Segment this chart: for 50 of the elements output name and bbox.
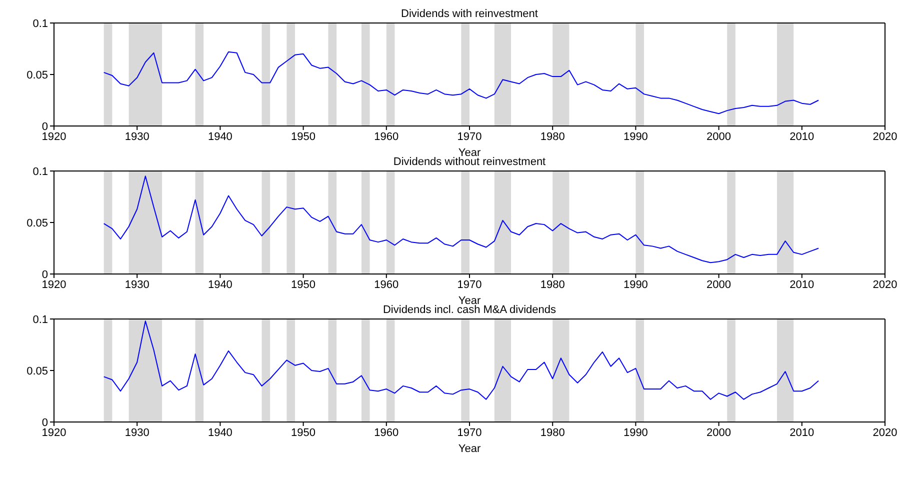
x-tick-label: 2010	[790, 130, 814, 143]
x-tick-label: 2010	[790, 278, 814, 291]
y-tick-label: 0	[42, 268, 48, 281]
x-tick-label: 1950	[291, 278, 316, 291]
x-tick-label: 1960	[374, 130, 399, 143]
x-tick-label: 1980	[540, 130, 565, 143]
x-tick-label: 1970	[457, 130, 482, 143]
x-tick-label: 1990	[623, 278, 648, 291]
y-tick-label: 0.1	[32, 314, 48, 326]
x-tick-label: 1920	[42, 426, 66, 439]
y-tick-label: 0.1	[32, 18, 48, 30]
x-tick-label: 1940	[208, 130, 232, 143]
x-tick-label: 1950	[291, 426, 316, 439]
chart-title: Dividends without reinvestment	[392, 156, 547, 169]
y-tick-label: 0	[42, 416, 48, 429]
x-tick-label: 1990	[623, 426, 648, 439]
x-tick-label: 1950	[291, 130, 316, 143]
line-series	[103, 320, 820, 400]
x-tick-label: 1930	[124, 130, 150, 143]
x-axis-title: Year	[458, 295, 481, 307]
x-tick-label: 2020	[872, 278, 898, 291]
x-tick-label: 1920	[42, 278, 66, 291]
x-tick-label: 1940	[208, 278, 232, 291]
y-tick-label: 0.05	[26, 365, 48, 378]
x-tick-label: 2020	[872, 130, 898, 143]
x-tick-label: 1970	[457, 426, 482, 439]
y-tick-label: 0.05	[26, 217, 48, 230]
x-tick-label: 1990	[623, 130, 648, 143]
x-tick-label: 1980	[540, 278, 565, 291]
x-tick-label: 1920	[42, 130, 66, 143]
x-tick-label: 2000	[706, 130, 732, 143]
x-tick-label: 1940	[208, 426, 232, 439]
x-tick-label: 1960	[374, 426, 399, 439]
x-tick-label: 1960	[374, 278, 399, 291]
x-tick-label: 2010	[790, 426, 814, 439]
y-tick-label: 0.1	[32, 166, 48, 178]
x-tick-label: 1930	[124, 278, 150, 291]
x-tick-label: 2000	[706, 426, 732, 439]
x-axis-title: Year	[458, 443, 481, 455]
y-tick-label: 0.05	[26, 69, 48, 82]
y-tick-label: 0	[42, 120, 48, 133]
line-series	[103, 51, 820, 114]
x-tick-label: 2000	[706, 278, 732, 291]
x-tick-label: 1930	[124, 426, 150, 439]
x-tick-label: 2020	[872, 426, 898, 439]
x-tick-label: 1970	[457, 278, 482, 291]
x-tick-label: 1980	[540, 426, 565, 439]
chart-title: Dividends with reinvestment	[400, 8, 539, 21]
chart-title: Dividends incl. cash M&A dividends	[382, 304, 558, 317]
line-series	[103, 176, 820, 264]
